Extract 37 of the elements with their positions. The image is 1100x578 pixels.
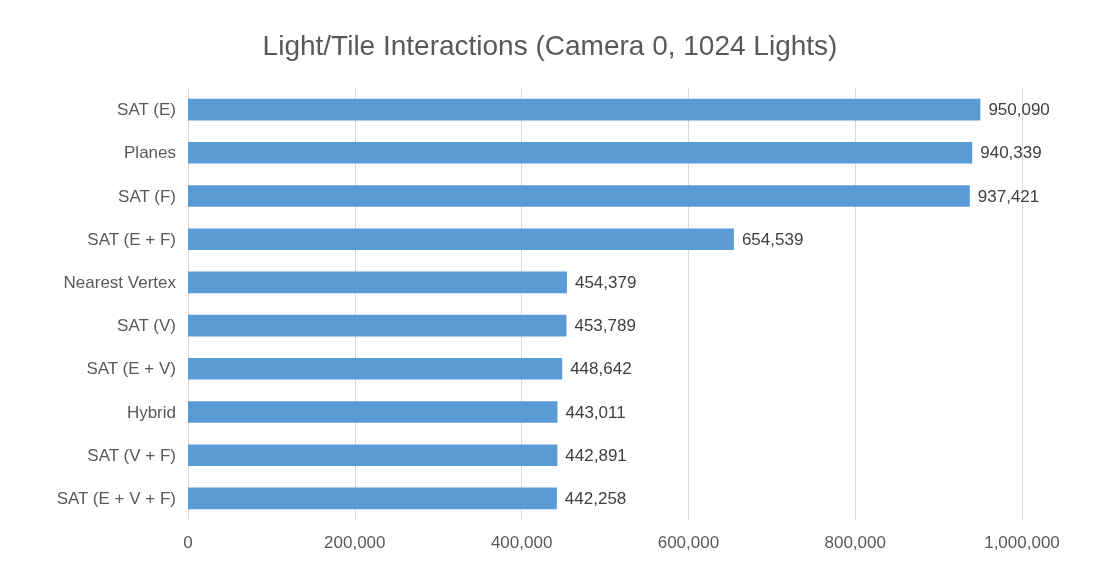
data-label: 654,539 xyxy=(741,229,804,249)
bar xyxy=(188,444,558,466)
data-label: 454,379 xyxy=(574,272,637,292)
bar xyxy=(188,487,557,510)
y-tick-label: Planes xyxy=(124,143,176,163)
y-tick-label: SAT (E + V) xyxy=(86,359,176,379)
x-tick-label: 1,000,000 xyxy=(984,533,1060,552)
x-tick-label: 600,000 xyxy=(657,533,720,552)
data-label: 443,011 xyxy=(565,402,626,422)
data-label: 448,642 xyxy=(570,359,632,379)
x-tick-label: 0 xyxy=(183,533,193,552)
data-label: 940,339 xyxy=(980,143,1042,163)
y-tick-label: Hybrid xyxy=(126,402,176,422)
bar xyxy=(188,185,970,207)
bar xyxy=(188,228,734,250)
data-label: 950,090 xyxy=(988,100,1050,120)
x-tick-label: 800,000 xyxy=(824,533,886,552)
bar xyxy=(188,142,973,164)
y-tick-label: SAT (V) xyxy=(117,316,176,336)
y-tick-label: SAT (E + V + F) xyxy=(56,488,176,508)
bar xyxy=(188,401,558,423)
y-tick-label: Nearest Vertex xyxy=(63,272,177,292)
x-tick-label: 200,000 xyxy=(324,533,386,552)
bar xyxy=(188,314,567,337)
data-label: 937,421 xyxy=(977,186,1040,206)
data-label: 442,258 xyxy=(564,488,627,508)
bar xyxy=(188,271,567,294)
data-label: 442,891 xyxy=(565,445,627,465)
x-tick-label: 400,000 xyxy=(490,533,553,552)
y-tick-label: SAT (E + F) xyxy=(87,229,176,249)
y-tick-label: SAT (V + F) xyxy=(87,445,176,465)
chart-title: Light/Tile Interactions (Camera 0, 1024 Lights) xyxy=(262,29,838,61)
y-tick-label: SAT (F) xyxy=(118,186,176,206)
bar xyxy=(188,98,981,121)
data-label: 453,789 xyxy=(574,316,636,336)
y-tick-label: SAT (E) xyxy=(117,100,176,120)
bar xyxy=(188,358,563,380)
